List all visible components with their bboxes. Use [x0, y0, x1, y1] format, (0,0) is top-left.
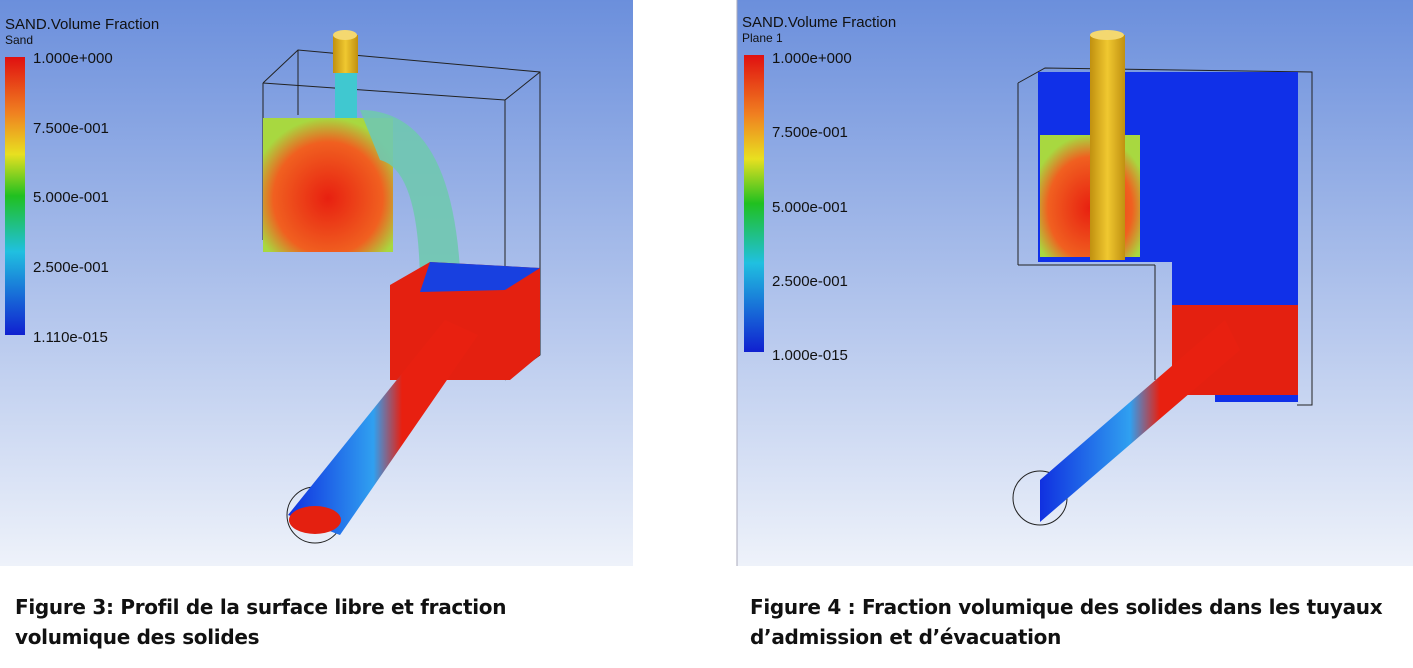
legend-label: 7.500e-001 [33, 120, 109, 137]
legend-label: 1.000e+000 [33, 50, 113, 67]
legend-label: 2.500e-001 [33, 259, 109, 276]
legend-label: 7.500e-001 [772, 124, 848, 141]
legend-subtitle: Sand [5, 33, 33, 47]
figure-3-image [0, 0, 633, 566]
legend-label: 5.000e-001 [772, 199, 848, 216]
figure-4-legend: SAND.Volume Fraction Plane 1 1.000e+000 … [742, 14, 896, 364]
figure-caption: Figure 3: Profil de la surface libre et … [15, 595, 507, 649]
figure-4-image [736, 0, 1413, 566]
legend-label: 5.000e-001 [33, 189, 109, 206]
legend-label: 1.000e-015 [772, 347, 848, 364]
legend-label: 1.110e-015 [33, 329, 108, 346]
figure-3-legend: SAND.Volume Fraction Sand 1.000e+000 7.5… [5, 16, 159, 346]
figure-caption: Figure 4 : Fraction volumique des solide… [750, 595, 1383, 649]
legend-label: 2.500e-001 [772, 273, 848, 290]
legend-title: SAND.Volume Fraction [5, 16, 159, 33]
legend-subtitle: Plane 1 [742, 31, 783, 45]
legend-label: 1.000e+000 [772, 50, 852, 67]
legend-title: SAND.Volume Fraction [742, 14, 896, 31]
figures: SAND.Volume Fraction Sand 1.000e+000 7.5… [0, 0, 1413, 566]
